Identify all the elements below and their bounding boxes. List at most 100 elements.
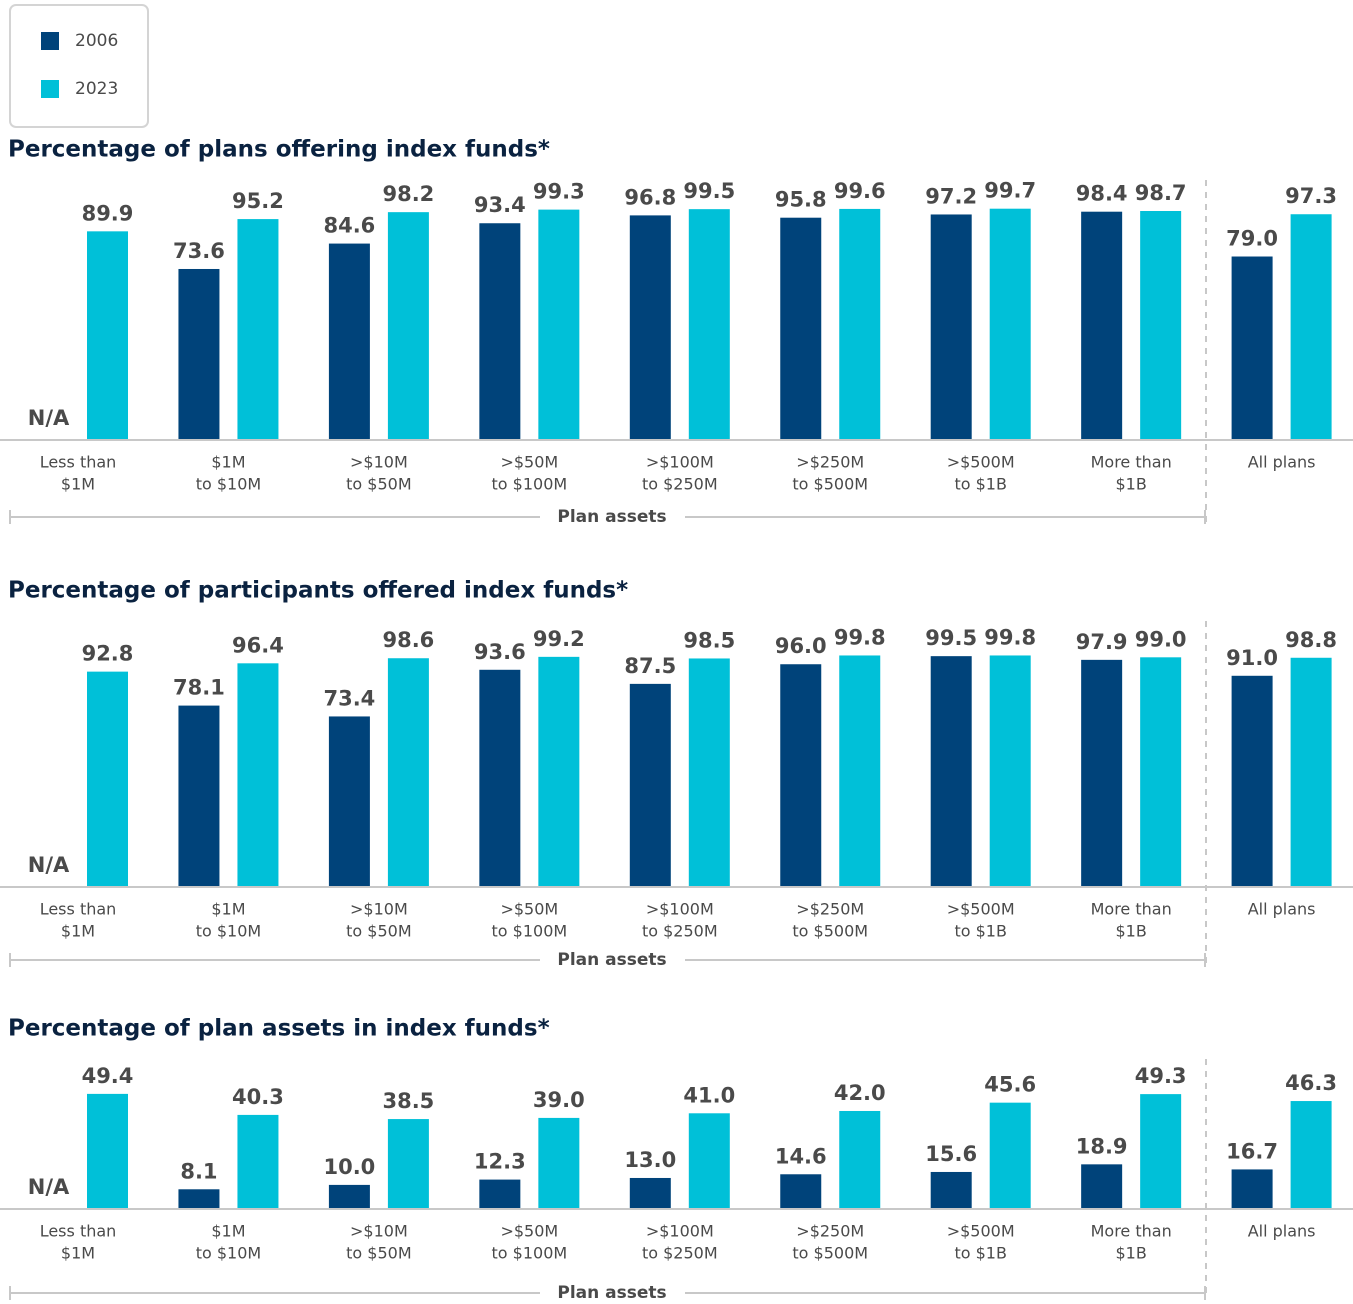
bar [629, 215, 671, 439]
value-label: 99.8 [834, 625, 886, 649]
x-tick-label: $1M [61, 1244, 95, 1263]
x-tick-label: >$100M [646, 453, 714, 472]
x-tick-label: >$100M [646, 1222, 714, 1241]
value-label: 99.7 [984, 179, 1036, 203]
value-label: 15.6 [925, 1142, 977, 1166]
x-tick-label: to $1B [954, 475, 1006, 494]
x-tick-label: >$250M [796, 1222, 864, 1241]
value-label: 99.2 [533, 627, 585, 651]
bar [989, 655, 1031, 886]
value-label: 96.4 [232, 633, 284, 657]
bar [1081, 659, 1123, 886]
panel-title: Percentage of participants offered index… [8, 578, 628, 604]
value-label: 95.2 [232, 189, 284, 213]
legend-box [9, 4, 149, 128]
value-label: N/A [28, 853, 70, 877]
x-tick-label: >$250M [796, 453, 864, 472]
value-label: 96.8 [624, 185, 676, 209]
bar [688, 209, 730, 439]
value-label: 97.9 [1076, 630, 1128, 654]
bar [839, 655, 881, 886]
x-tick-label: to $100M [492, 1244, 568, 1263]
value-label: 49.3 [1135, 1064, 1187, 1088]
bar [989, 208, 1031, 439]
x-tick-label: >$250M [796, 900, 864, 919]
x-tick-label: to $10M [196, 922, 262, 941]
bar [538, 209, 580, 439]
bar [479, 223, 521, 439]
bar [629, 683, 671, 886]
bar [1290, 1101, 1332, 1208]
value-label: 84.6 [323, 214, 375, 238]
value-label: 49.4 [82, 1064, 134, 1088]
x-tick-label: to $250M [642, 922, 718, 941]
bar [780, 664, 822, 886]
bar [178, 268, 220, 439]
x-tick-label: All plans [1248, 900, 1316, 919]
value-label: 92.8 [82, 642, 134, 666]
x-tick-label: >$100M [646, 900, 714, 919]
value-label: 93.6 [474, 640, 526, 664]
bar [629, 1177, 671, 1208]
value-label: 95.8 [775, 188, 827, 212]
value-label: 16.7 [1226, 1139, 1278, 1163]
value-label: 98.5 [683, 628, 735, 652]
axis-label-bg [540, 505, 685, 529]
value-label: 98.6 [382, 628, 434, 652]
value-label: 39.0 [533, 1088, 585, 1112]
x-tick-label: $1M [211, 900, 245, 919]
x-tick-label: to $50M [346, 922, 412, 941]
x-tick-label: >$500M [947, 900, 1015, 919]
x-tick-label: to $50M [346, 1244, 412, 1263]
value-label: 98.8 [1285, 628, 1337, 652]
value-label: 98.2 [382, 182, 434, 206]
bar [237, 663, 279, 886]
value-label: 73.6 [173, 239, 225, 263]
bar [930, 214, 972, 439]
bar [479, 669, 521, 886]
axis-label: Plan assets [557, 507, 666, 527]
x-tick-label: All plans [1248, 453, 1316, 472]
axis-label-bg [540, 948, 685, 972]
bar [178, 705, 220, 886]
value-label: 99.5 [683, 179, 735, 203]
bar [930, 656, 972, 886]
x-tick-label: >$10M [350, 900, 408, 919]
value-label: 40.3 [232, 1085, 284, 1109]
x-tick-label: >$10M [350, 1222, 408, 1241]
panel-title: Percentage of plan assets in index funds… [8, 1016, 550, 1042]
value-label: 13.0 [624, 1148, 676, 1172]
x-tick-label: >$10M [350, 453, 408, 472]
x-tick-label: More than [1091, 900, 1172, 919]
value-label: 97.2 [925, 184, 977, 208]
bar [237, 1114, 279, 1208]
x-tick-label: to $50M [346, 475, 412, 494]
bar [538, 1117, 580, 1208]
legend-swatch [41, 32, 59, 50]
x-tick-label: to $100M [492, 922, 568, 941]
bar [688, 658, 730, 886]
x-tick-label: to $10M [196, 1244, 262, 1263]
x-tick-label: $1M [211, 453, 245, 472]
bar [1140, 1094, 1182, 1208]
x-tick-label: $1B [1115, 922, 1146, 941]
axis-label-bg [540, 1281, 685, 1304]
legend-label: 2023 [75, 79, 118, 99]
value-label: 91.0 [1226, 646, 1278, 670]
bar [328, 716, 370, 886]
x-tick-label: >$50M [500, 453, 558, 472]
x-tick-label: to $500M [792, 922, 868, 941]
x-tick-label: >$50M [500, 900, 558, 919]
x-tick-label: $1M [61, 922, 95, 941]
bar [989, 1102, 1031, 1208]
bar [1231, 256, 1273, 439]
bar [1140, 211, 1182, 439]
bar [387, 1119, 429, 1208]
bar [387, 658, 429, 886]
x-tick-label: >$500M [947, 453, 1015, 472]
bar [87, 231, 128, 439]
value-label: 8.1 [180, 1159, 217, 1183]
value-label: 98.4 [1076, 182, 1128, 206]
bar [1231, 675, 1273, 886]
value-label: 18.9 [1076, 1134, 1128, 1158]
